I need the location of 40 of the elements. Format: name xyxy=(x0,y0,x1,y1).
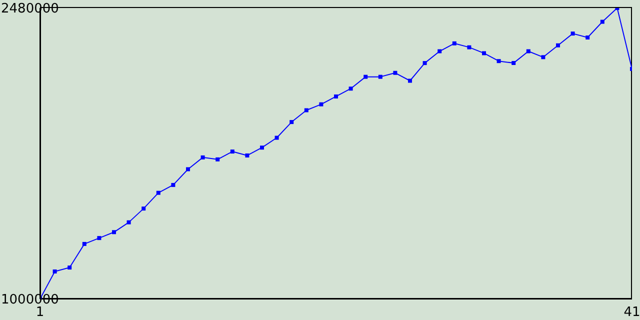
point xyxy=(438,49,442,54)
point xyxy=(260,146,264,150)
point xyxy=(422,61,427,66)
x-tick-label: 41 xyxy=(624,305,640,320)
point xyxy=(570,32,575,36)
point xyxy=(526,49,530,54)
point xyxy=(304,108,308,112)
point xyxy=(452,41,456,46)
point xyxy=(364,74,368,79)
point xyxy=(274,136,279,140)
point xyxy=(216,157,220,162)
point xyxy=(290,120,294,124)
point xyxy=(541,55,546,60)
point xyxy=(467,45,472,50)
point xyxy=(393,70,398,75)
point xyxy=(82,242,86,246)
point xyxy=(245,153,250,158)
point xyxy=(156,190,160,195)
x-tick-label: 1 xyxy=(36,305,44,320)
point xyxy=(186,167,190,172)
point xyxy=(112,230,116,234)
point xyxy=(496,59,501,64)
point xyxy=(200,155,205,160)
point xyxy=(556,43,560,48)
point xyxy=(142,206,146,211)
point xyxy=(171,182,176,187)
point xyxy=(230,150,234,154)
point xyxy=(600,20,604,24)
point xyxy=(126,220,131,224)
point xyxy=(408,78,412,83)
point xyxy=(512,61,516,66)
point xyxy=(68,266,72,270)
point xyxy=(97,236,102,240)
point xyxy=(52,269,57,274)
point xyxy=(378,74,382,79)
point xyxy=(586,35,590,40)
point xyxy=(334,94,338,98)
point xyxy=(319,102,324,106)
point xyxy=(348,86,353,91)
point xyxy=(482,51,486,56)
